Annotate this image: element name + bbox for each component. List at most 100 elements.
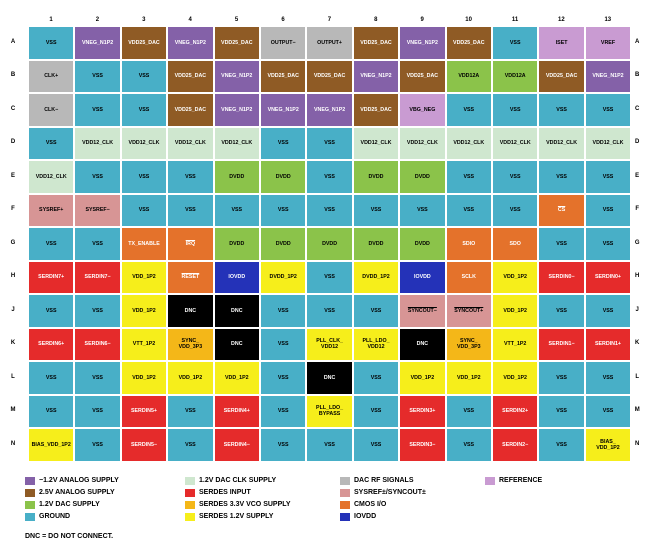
pin-label: DVDD [229,173,245,180]
pin-label: VSS [92,307,103,314]
pin-g12: VSS [538,227,585,261]
pin-n9: SERDIN3− [399,428,446,462]
legend-label: CMOS I/O [354,501,387,508]
pin-g8: DVDD [352,227,400,261]
legend-swatch [185,488,195,497]
pin-h3: VDD_1P2 [120,260,168,294]
pin-label: VSS [602,106,614,113]
pin-a9: VNEG_N1P2 [399,26,446,60]
pin-f7: VSS [306,193,353,227]
pin-l9: VDD_1P2 [399,361,446,395]
pin-b3: VSS [120,59,168,93]
pin-l4: VDD_1P2 [167,361,214,395]
pin-label: BIAS_ VDD_1P2 [596,438,620,451]
pin-n5: SERDIN4− [213,428,260,462]
pin-a4: VNEG_N1P2 [167,26,214,60]
pin-label: VSS [324,173,335,180]
pin-label: VDD25_DAC [128,39,160,46]
pin-label: VSS [45,240,57,247]
pin-f13: VSS [584,193,632,227]
pin-g4: IRQ [167,227,214,261]
pin-label: SERDIN0+ [594,274,622,281]
column-label: 7 [327,17,332,23]
pin-g11: SDO [492,227,539,261]
pin-m2: VSS [74,394,121,428]
pin-label: VDD12_CLK [453,140,485,147]
pin-label: VDD12A [504,73,526,80]
pin-m8: VSS [352,394,400,428]
pin-n11: SERDIN2− [492,428,539,462]
row-label: G [634,239,640,246]
column-label: 3 [142,17,146,23]
pin-l8: VSS [352,361,400,395]
pin-l12: VSS [538,361,585,395]
pin-label: VSS [556,173,567,180]
pin-c11: VSS [492,93,539,127]
legend: −1.2V ANALOG SUPPLY 2.5V ANALOG SUPPLY 1.2… [25,475,625,525]
pin-label: DNC [416,341,429,348]
pin-label: VSS [370,307,382,314]
legend-item: −1.2V ANALOG SUPPLY [25,475,119,486]
pin-h12: SERDIN0− [538,260,585,294]
pin-h4: RESET [167,260,214,294]
pin-j13: VSS [584,294,632,328]
pin-a10: VDD25_DAC [445,26,492,60]
pin-label: SERDIN3+ [409,408,436,415]
row-label: C [10,105,16,112]
row-label: A [635,38,640,45]
column-label: 6 [281,17,285,23]
pin-e13: VSS [584,160,632,194]
pin-label: SERDIN4− [223,441,250,448]
pin-label: VSS [556,374,567,381]
pin-d6: VSS [260,126,307,160]
pin-d10: VDD12_CLK [445,126,492,160]
legend-swatch [25,488,35,497]
pin-label: VNEG_N1P2 [592,73,624,80]
pin-label: VSS [463,173,475,180]
pin-label: VSS [556,307,567,314]
pin-c1: CLK− [28,93,75,127]
pin-label: CS [557,207,566,214]
legend-swatch [25,476,35,485]
pin-g7: DVDD [306,227,353,261]
legend-swatch [25,500,35,509]
pin-label: DVDD [275,240,291,247]
pin-label: VSS [324,441,335,448]
pin-k4: SYNC_ VDD_3P3 [167,327,214,361]
legend-item: 1.2V DAC SUPPLY [25,499,100,510]
pin-label: DNC [231,341,243,348]
pin-label: ISET [555,39,568,46]
pin-f2: SYSREF− [74,193,121,227]
pin-label: VDD12_CLK [82,140,114,147]
pin-b9: VDD25_DAC [399,59,446,93]
pin-label: PLL_LDO_ BYPASS [316,405,344,418]
legend-item: 2.5V ANALOG SUPPLY [25,487,115,498]
pin-label: VSS [556,106,567,113]
legend-swatch [340,476,350,485]
pin-label: VDD12_CLK [406,140,438,147]
pin-c13: VSS [584,93,632,127]
pin-c6: VNEG_N1P2 [260,93,307,127]
pin-a3: VDD25_DAC [120,26,168,60]
legend-label: SERDES 1.2V SUPPLY [199,513,274,520]
legend-label: 2.5V ANALOG SUPPLY [39,489,115,496]
pin-label: SYNC_ VDD_3P3 [178,338,203,351]
pin-label: VDD12_CLK [360,140,392,147]
pin-d2: VDD12_CLK [74,126,121,160]
legend-item: SYSREF±/SYNCOUT± [340,487,426,498]
pin-k10: SYNC_ VDD_3P3 [445,327,492,361]
pin-l5: VDD_1P2 [213,361,260,395]
pin-c9: VBG_NEG [399,93,446,127]
dnc-note: DNC = DO NOT CONNECT. [25,533,114,540]
pin-label: VSS [138,73,150,80]
pin-j6: VSS [260,294,307,328]
pin-label: VDD12A [458,73,480,80]
legend-label: DAC RF SIGNALS [354,477,414,484]
legend-label: 1.2V DAC SUPPLY [39,501,100,508]
pin-label: VDD25_DAC [221,39,253,46]
legend-swatch [25,512,35,521]
pin-label: DVDD [368,240,384,247]
pin-label: VDD_1P2 [178,374,203,381]
pin-label: VSS [602,173,614,180]
pin-label: VSS [277,408,289,415]
